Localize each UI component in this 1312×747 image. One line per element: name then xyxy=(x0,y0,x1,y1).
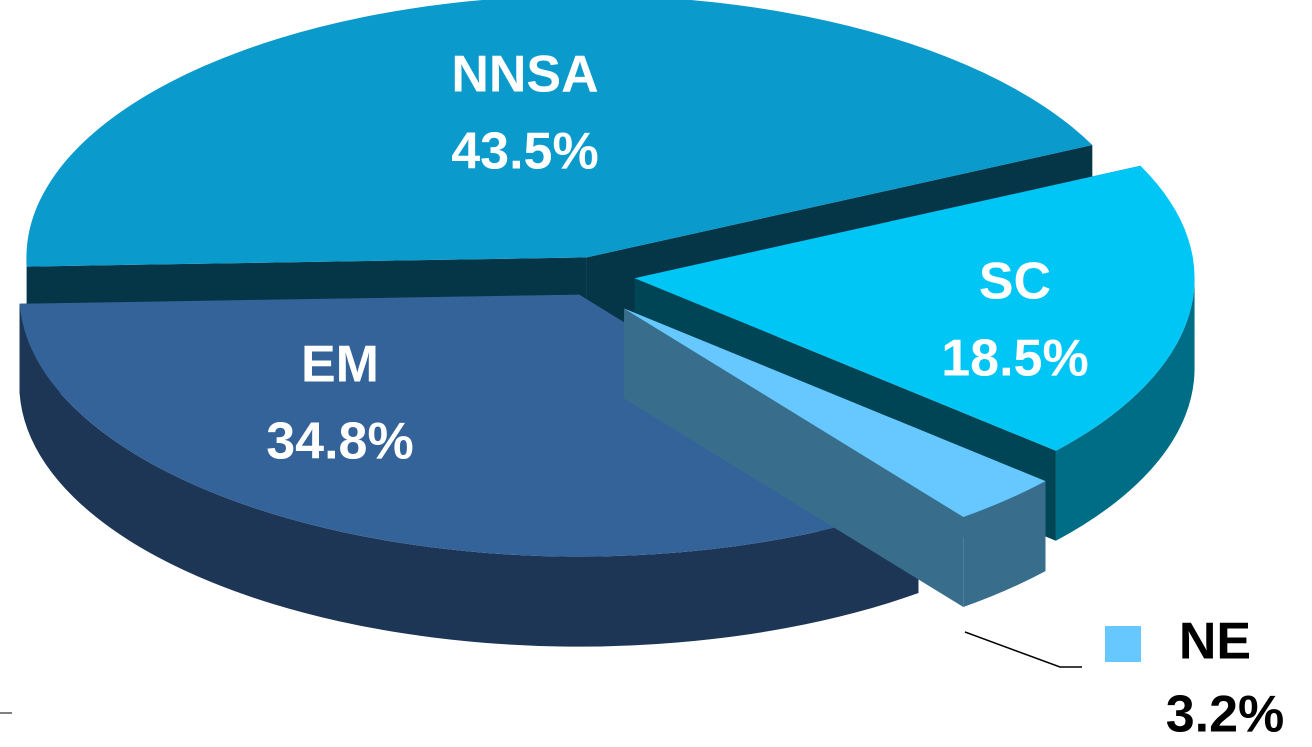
slice xyxy=(624,308,1046,518)
slice-side xyxy=(963,481,1046,608)
slice xyxy=(26,0,1093,267)
slice-side xyxy=(19,303,919,647)
slice-label: NNSA xyxy=(451,46,598,104)
slice xyxy=(634,165,1195,451)
slice-label: SC xyxy=(979,253,1051,311)
slice xyxy=(19,294,919,557)
slice-label: EM xyxy=(301,336,379,394)
value-label: 34.8% xyxy=(266,413,413,471)
leader-line xyxy=(964,631,1082,668)
value-label: 18.5% xyxy=(941,330,1088,388)
slice-wall xyxy=(624,308,964,608)
slice-side xyxy=(1055,278,1195,541)
slice-label: NE xyxy=(1179,613,1251,671)
legend-swatch xyxy=(1105,626,1141,662)
value-label: 43.5% xyxy=(451,123,598,181)
value-label: 3.2% xyxy=(1166,686,1285,744)
